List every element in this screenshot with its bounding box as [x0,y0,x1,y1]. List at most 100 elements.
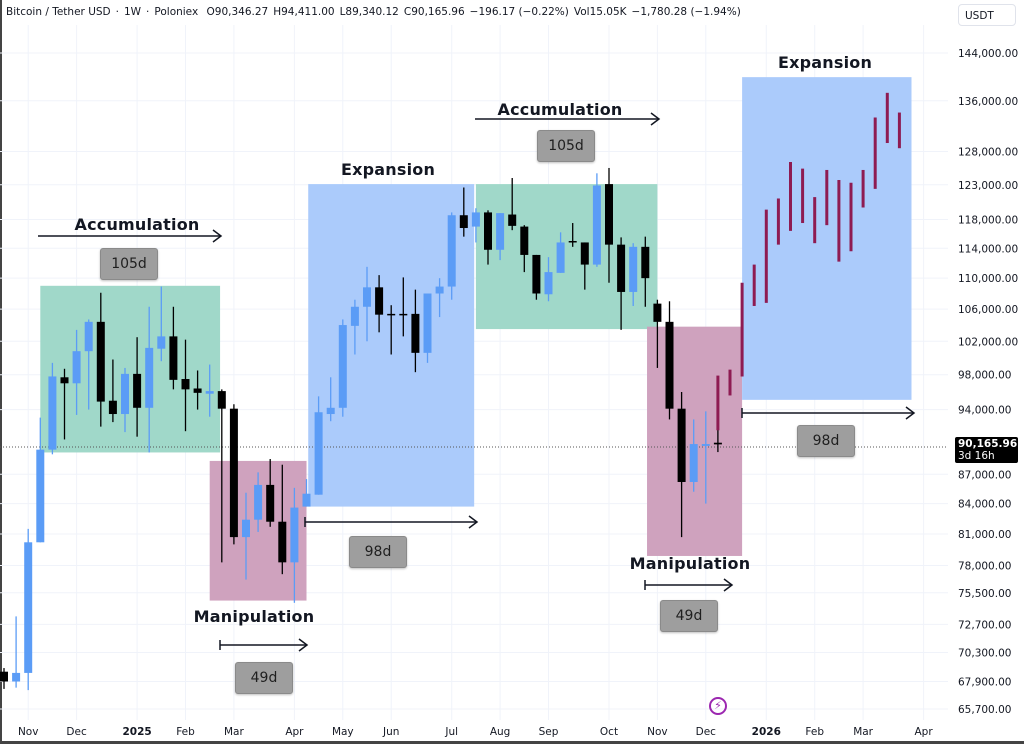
candle-body [629,246,638,292]
candle-body [205,391,214,394]
time-tick-label: Feb [176,726,195,738]
candle [302,479,311,507]
candle-body [677,408,686,482]
candle-body [617,244,626,292]
chart-header: Bitcoin / Tether USD · 1W · Poloniex O90,346… [6,6,746,18]
candle-body [242,519,250,538]
candle [60,368,69,440]
price-tick-label: 72,700.00 [958,619,1011,631]
candle-body [363,287,371,307]
duration-badge-expansion-2: 98d [797,425,855,457]
time-tick-label: May [332,726,354,738]
candle [338,319,347,417]
candle [592,173,601,267]
zone-manipulation [647,326,743,556]
price-tick-label: 110,000.00 [958,273,1018,285]
candle [665,301,674,420]
candle-body [133,373,142,408]
ohlc-high: H94,411.00 [273,6,335,18]
candle-body [520,226,529,255]
duration-badge-manipulation-1: 49d [235,662,293,694]
candle-body [580,242,589,265]
candle [314,396,323,495]
price-tick-label: 123,000.00 [958,180,1018,192]
duration-badge-accumulation-1: 105d [100,248,158,280]
price-tick-label: 106,000.00 [958,304,1018,316]
candle-body [217,391,226,409]
bar-countdown: 3d 16h [958,450,995,462]
candle [532,254,541,300]
candle [471,208,480,243]
zone-title-expansion-1: Expansion [340,160,436,179]
zone-title-manipulation-1: Manipulation [193,607,315,626]
candle [411,289,420,373]
candle [326,377,335,422]
price-tick-label: 136,000.00 [958,96,1018,108]
candle [36,417,45,543]
candle [508,178,517,231]
candles [0,167,722,691]
time-tick-label: Jun [382,726,399,738]
ohlc-low: L89,340.12 [339,6,399,18]
price-tick-label: 118,000.00 [958,214,1018,226]
symbol-name[interactable]: Bitcoin / Tether USD [6,6,111,18]
arrow-accumulation-1 [38,229,223,243]
price-axis[interactable]: 144,000.00 136,000.00 128,000.00 123,000.00… [958,48,1018,716]
price-tick-label: 144,000.00 [958,48,1018,60]
candle-body [653,303,662,322]
candle-body [254,484,263,520]
candle [157,286,166,362]
candle-body [508,214,517,226]
time-tick-label: Feb [805,726,824,738]
candle [701,411,710,504]
time-axis[interactable]: Nov Dec 2025 Feb Mar Apr May Jun Jul Aug Sep Oct Nov… [18,726,933,738]
candle [520,225,529,273]
candle [205,364,214,417]
candle [629,243,638,306]
candle-body [60,377,69,384]
candle-body [423,293,432,353]
time-tick-label: Oct [600,726,618,738]
candle-body [701,444,710,446]
arrow-expansion-1 [304,515,479,529]
interval[interactable]: 1W [123,6,142,18]
candle-body [278,521,287,563]
volume-change: −1,780.28 (−1.94%) [631,6,741,18]
zone-title-accumulation-2: Accumulation [497,100,623,119]
candle-body [713,442,722,445]
candle [290,487,299,603]
price-tick-label: 87,000.00 [958,469,1011,481]
time-tick-label: 2025 [122,726,151,738]
phase-zones [40,77,912,601]
candle [278,464,287,575]
price-tick-label: 75,500.00 [958,588,1011,600]
arrow-manipulation-2 [644,578,734,592]
time-tick-label: Mar [224,726,244,738]
price-change: −196.17 (−0.22%) [469,6,569,18]
time-tick-label: Nov [647,726,668,738]
candle [72,329,81,415]
candle-body [556,242,565,273]
candle-body [399,313,408,316]
candle-body [605,184,613,245]
arrow-manipulation-1 [219,638,309,652]
candle [48,362,57,455]
candle-body [592,185,601,265]
candle [556,232,565,273]
time-tick-label: Nov [18,726,39,738]
candle-body [641,246,650,279]
candle-body [544,272,553,295]
candle-body [157,336,166,349]
candle [689,419,698,492]
candle [459,187,468,237]
time-tick-label: Apr [915,726,934,738]
currency-unit-button[interactable]: USDT [958,4,1016,26]
candle [266,459,275,527]
arrow-expansion-2 [741,406,916,420]
candle-body [435,286,444,294]
candle-body [532,254,541,294]
candle-body [266,484,275,522]
lightning-bolt-icon[interactable]: ⚡ [709,697,727,715]
price-tick-label: 65,700.00 [958,704,1011,716]
